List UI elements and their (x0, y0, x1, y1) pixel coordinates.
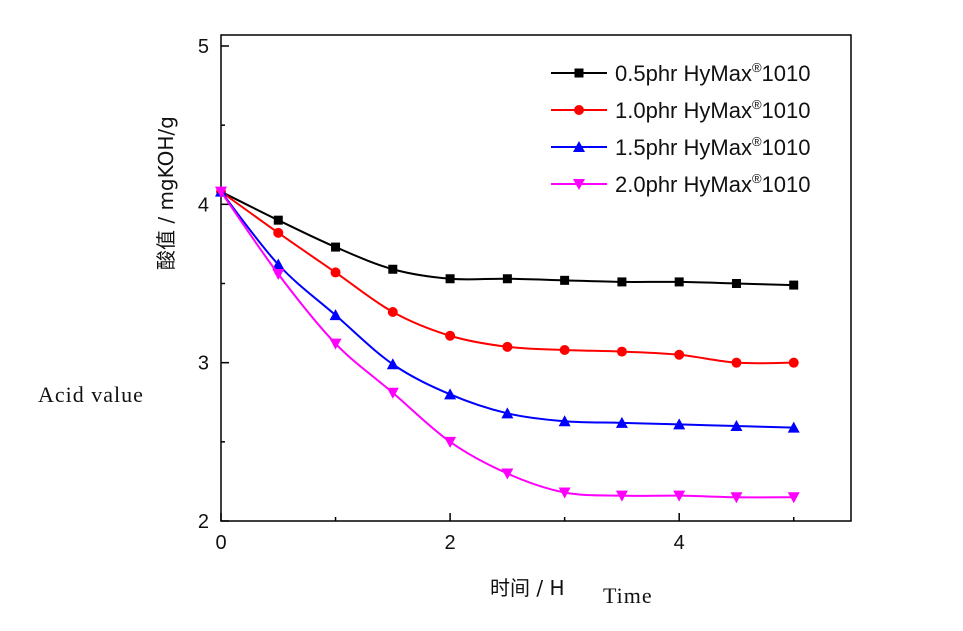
data-point (386, 358, 399, 370)
data-point (329, 309, 342, 321)
data-point (501, 407, 514, 419)
data-point (330, 267, 341, 278)
data-point (444, 436, 457, 448)
series-3 (215, 185, 800, 433)
series-1 (216, 187, 799, 290)
data-point (272, 258, 285, 270)
data-point (560, 275, 570, 285)
legend-marker (574, 105, 584, 115)
data-point (445, 274, 455, 284)
data-point (444, 388, 457, 400)
data-point (730, 492, 743, 504)
x-tick-label: 2 (445, 532, 456, 554)
data-point (673, 418, 686, 430)
y-tick-label: 4 (198, 194, 209, 216)
x-tick-label: 0 (215, 532, 226, 554)
plot-frame (220, 34, 852, 522)
data-point (787, 421, 800, 433)
x-axis-label: 时间 / H (490, 576, 565, 600)
data-point (329, 338, 342, 350)
data-point (386, 387, 399, 399)
data-point (674, 349, 685, 360)
y-tick-label: 5 (198, 36, 209, 58)
data-point (730, 420, 743, 431)
x-axis-english-annotation: Time (603, 583, 653, 608)
data-point (502, 274, 512, 284)
data-point (387, 307, 398, 317)
data-point (788, 357, 799, 368)
data-point (502, 341, 513, 352)
data-point (445, 330, 456, 341)
data-point (501, 468, 514, 480)
data-point (673, 490, 686, 502)
data-point (787, 492, 800, 504)
legend-marker (574, 68, 584, 78)
data-point (388, 264, 398, 274)
legend-label: 1.5phr HyMax®1010 (615, 134, 811, 160)
series-4 (215, 186, 800, 504)
y-tick-label: 3 (198, 353, 209, 375)
legend-label: 1.0phr HyMax®1010 (615, 97, 811, 123)
series-line (220, 191, 794, 429)
data-point (789, 280, 799, 290)
series-2 (216, 186, 799, 368)
data-point (331, 242, 341, 252)
legend-marker (573, 141, 585, 152)
data-point (731, 357, 742, 368)
data-point (558, 487, 571, 499)
y-tick-label: 2 (198, 511, 209, 533)
data-point (615, 490, 628, 502)
data-point (559, 345, 570, 355)
y-axis-label: 酸值 / mgKOH/g (154, 116, 178, 270)
legend-label: 0.5phr HyMax®1010 (615, 60, 811, 86)
data-point (272, 269, 285, 280)
series-line (220, 190, 794, 287)
data-point (273, 215, 283, 225)
x-tick-label: 4 (674, 532, 685, 554)
legend-entry-2: 1.0phr HyMax®1010 (551, 97, 811, 123)
series-line (220, 191, 794, 499)
data-point (674, 277, 684, 287)
legend-entry-3: 1.5phr HyMax®1010 (551, 134, 811, 160)
legend-entry-4: 2.0phr HyMax®1010 (551, 171, 811, 197)
y-axis-english-annotation: Acid value (38, 382, 144, 407)
data-point (617, 277, 627, 287)
data-point (215, 186, 227, 198)
data-point (616, 346, 627, 357)
data-point (273, 227, 284, 238)
data-point (615, 416, 628, 428)
legend-entry-1: 0.5phr HyMax®1010 (551, 60, 811, 86)
data-point (558, 415, 571, 427)
data-point (731, 279, 741, 288)
legend-marker (573, 179, 585, 190)
legend-label: 2.0phr HyMax®1010 (615, 171, 811, 197)
